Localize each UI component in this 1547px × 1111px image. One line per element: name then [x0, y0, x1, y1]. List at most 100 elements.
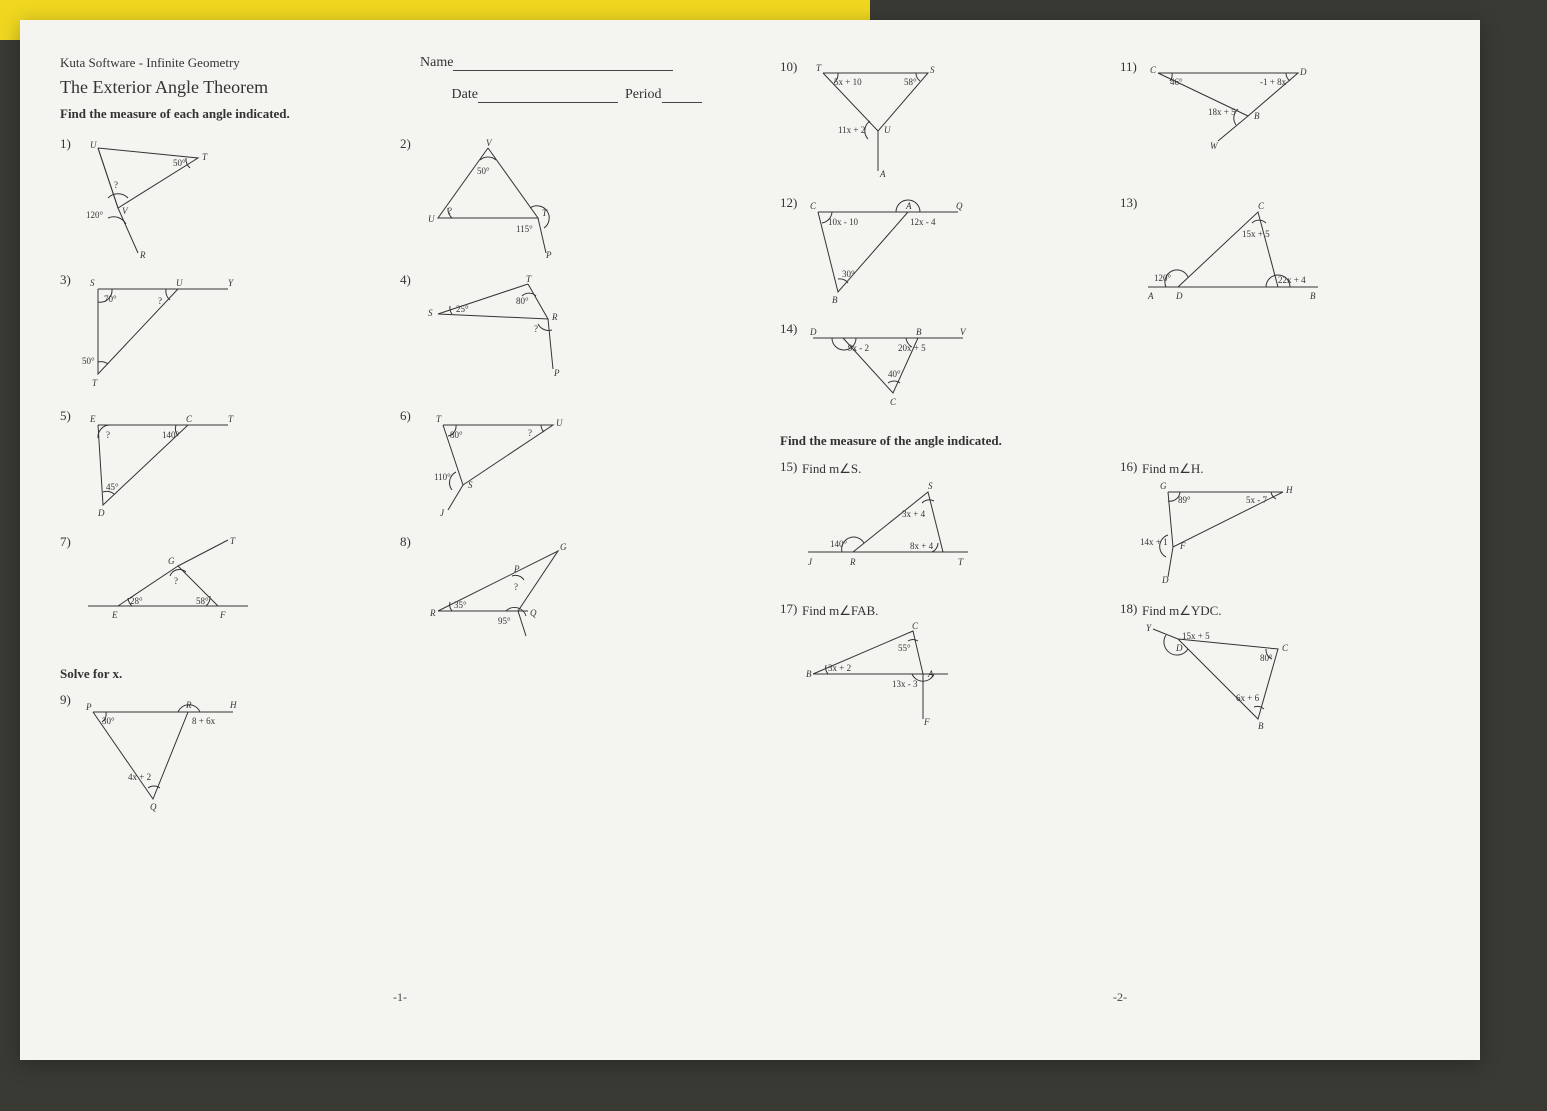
svg-text:C: C	[1150, 65, 1157, 75]
svg-text:H: H	[1285, 485, 1293, 495]
svg-text:4x + 2: 4x + 2	[128, 772, 151, 782]
date-label: Date	[452, 87, 478, 102]
svg-text:F: F	[219, 610, 226, 620]
problem-number: 4)	[400, 272, 411, 288]
svg-text:120°: 120°	[86, 210, 104, 220]
problems-grid-solve: 9) P R H Q 30° 8 + 6x 4x + 2	[60, 688, 740, 824]
svg-text:30°: 30°	[102, 716, 115, 726]
svg-text:8x + 4: 8x + 4	[910, 541, 934, 551]
page-2: 10) T S U A 5x + 10 58° 11x + 2	[780, 55, 1460, 1015]
svg-text:15x + 5: 15x + 5	[1242, 229, 1270, 239]
svg-text:5x - 7: 5x - 7	[1246, 495, 1267, 505]
svg-text:9x - 2: 9x - 2	[848, 343, 869, 353]
problem-number: 10)	[780, 59, 797, 75]
problem-number: 12)	[780, 195, 797, 211]
triangle-diagram: C D B W 46° -1 + 8x 18x + 5	[1138, 61, 1318, 161]
svg-text:P: P	[85, 702, 92, 712]
svg-text:G: G	[168, 556, 175, 566]
problem-3: 3) S U Y T 70° 50° ?	[60, 268, 400, 404]
svg-text:U: U	[90, 140, 97, 150]
page-1: Kuta Software - Infinite Geometry The Ex…	[60, 55, 740, 1015]
svg-text:C: C	[890, 397, 897, 407]
svg-text:80°: 80°	[516, 296, 529, 306]
triangle-diagram: A D B C 120° 22x + 4 15x + 5	[1138, 197, 1328, 307]
svg-text:15x + 5: 15x + 5	[1182, 631, 1210, 641]
problem-question: Find m∠H.	[1142, 461, 1204, 476]
svg-text:E: E	[111, 610, 118, 620]
problem-number: 14)	[780, 321, 797, 337]
problem-8: 8) R Q G P 35° 95° ?	[400, 530, 740, 656]
problem-12: 12) C A Q B 10x - 10 12x - 4 30°	[780, 191, 1120, 317]
svg-text:R: R	[139, 250, 146, 258]
svg-text:C: C	[1258, 201, 1265, 211]
problem-5: 5) E C T D 140° 45° ?	[60, 404, 400, 530]
svg-text:P: P	[513, 564, 520, 574]
svg-text:89°: 89°	[1178, 495, 1191, 505]
problem-number: 9)	[60, 692, 71, 708]
svg-text:R: R	[185, 700, 192, 710]
svg-text:110°: 110°	[434, 472, 451, 482]
worksheet-paper: Kuta Software - Infinite Geometry The Ex…	[20, 20, 1480, 1060]
svg-text:C: C	[912, 621, 919, 631]
svg-text:U: U	[428, 214, 435, 224]
svg-text:35°: 35°	[454, 600, 467, 610]
problem-2: 2) V T U P 50° 115° ?	[400, 132, 740, 268]
triangle-diagram: P R H Q 30° 8 + 6x 4x + 2	[78, 694, 248, 814]
svg-text:G: G	[560, 542, 567, 552]
svg-text:55°: 55°	[898, 643, 911, 653]
svg-text:Q: Q	[530, 608, 537, 618]
problem-number: 8)	[400, 534, 411, 550]
svg-text:22x + 4: 22x + 4	[1278, 275, 1306, 285]
svg-text:Q: Q	[150, 802, 157, 812]
problem-number: 1)	[60, 136, 71, 152]
svg-text:80°: 80°	[450, 430, 463, 440]
triangle-diagram: E C T D 140° 45° ?	[78, 410, 238, 520]
svg-text:5x + 10: 5x + 10	[834, 77, 862, 87]
problem-question: Find m∠S.	[802, 461, 861, 476]
svg-text:?: ?	[114, 180, 118, 190]
period-blank[interactable]	[662, 88, 702, 103]
instructions-solve-x: Solve for x.	[60, 666, 740, 682]
triangle-diagram: V T U P 50° 115° ?	[418, 138, 578, 258]
svg-text:3x + 4: 3x + 4	[902, 509, 926, 519]
triangle-diagram: J R T S 140° 3x + 4 8x + 4	[798, 477, 978, 577]
triangle-diagram: U T V R 50° 120° ?	[78, 138, 238, 258]
svg-text:B: B	[806, 669, 812, 679]
svg-text:10x - 10: 10x - 10	[828, 217, 858, 227]
problem-number: 3)	[60, 272, 71, 288]
problem-6: 6) T U S J 80° 110° ?	[400, 404, 740, 530]
svg-text:?: ?	[448, 206, 452, 216]
svg-text:S: S	[90, 278, 95, 288]
svg-text:D: D	[97, 508, 105, 518]
problem-18: 18) Find m∠YDC. Y D C B 15x + 5 80° 6x +…	[1120, 597, 1460, 739]
problem-15: 15) Find m∠S. J R T S 140° 3x + 4 8x + 4	[780, 455, 1120, 597]
date-blank[interactable]	[478, 88, 618, 103]
svg-text:50°: 50°	[477, 166, 490, 176]
svg-text:R: R	[551, 312, 558, 322]
svg-text:B: B	[1254, 111, 1260, 121]
svg-text:6x + 6: 6x + 6	[1236, 693, 1260, 703]
svg-text:P: P	[553, 368, 560, 378]
svg-text:P: P	[545, 250, 552, 258]
problems-grid-1: 1) U T V R 50° 120° ?	[60, 132, 740, 656]
triangle-diagram: G H F D 89° 5x - 7 14x + 1	[1138, 477, 1308, 587]
name-blank[interactable]	[453, 56, 673, 71]
svg-text:120°: 120°	[1154, 273, 1172, 283]
problem-number: 17)	[780, 601, 797, 617]
svg-text:V: V	[960, 327, 967, 337]
svg-text:T: T	[542, 208, 548, 218]
svg-text:?: ?	[158, 296, 162, 306]
svg-text:C: C	[186, 414, 193, 424]
problem-number: 7)	[60, 534, 71, 550]
svg-text:W: W	[1210, 141, 1219, 151]
svg-text:V: V	[486, 138, 493, 148]
page-number-2: -2-	[1113, 990, 1127, 1005]
svg-text:46°: 46°	[1170, 77, 1183, 87]
triangle-diagram: T U S J 80° 110° ?	[418, 410, 578, 520]
problems-grid-3: 15) Find m∠S. J R T S 140° 3x + 4 8x + 4	[780, 455, 1460, 739]
name-label: Name	[420, 55, 453, 70]
svg-text:S: S	[930, 65, 935, 75]
svg-text:?: ?	[174, 576, 178, 586]
problem-10: 10) T S U A 5x + 10 58° 11x + 2	[780, 55, 1120, 191]
svg-text:J: J	[440, 508, 445, 518]
